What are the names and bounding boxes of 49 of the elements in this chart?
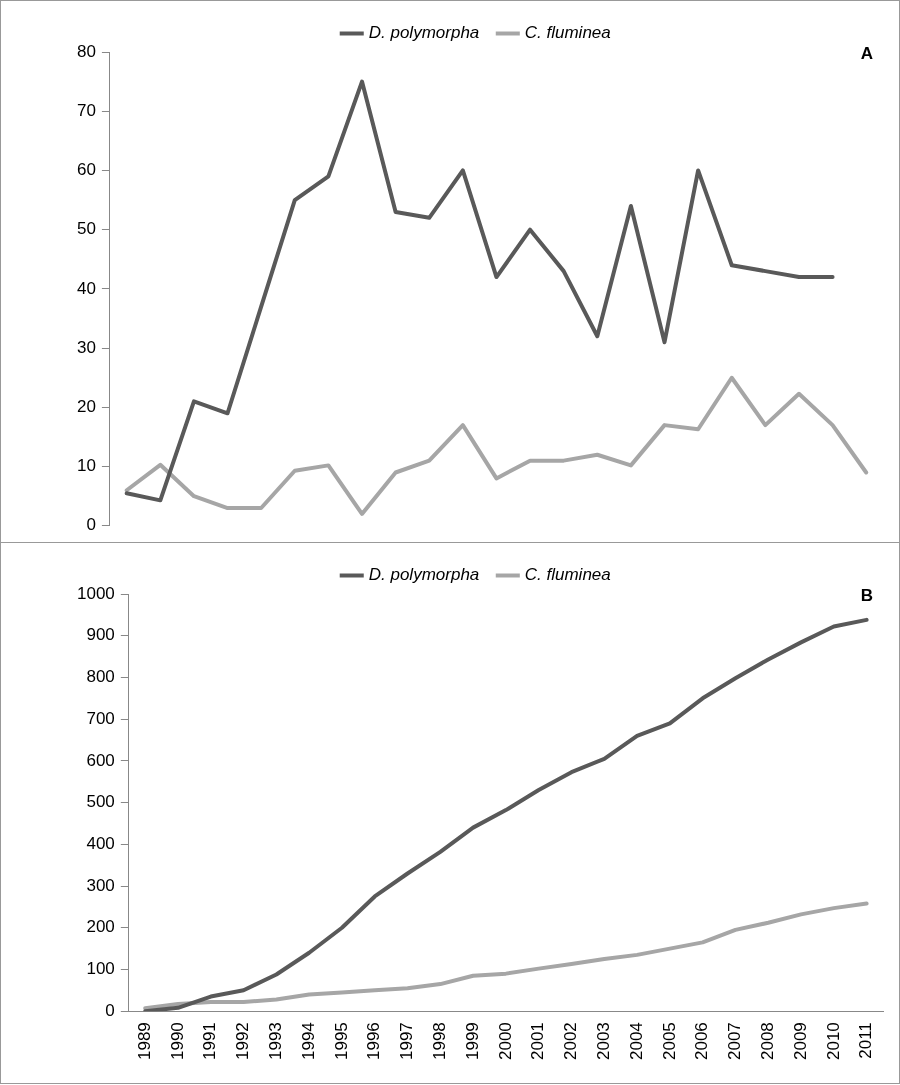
x-tick-label: 1991	[200, 1022, 220, 1061]
x-tick-label: 2002	[561, 1022, 581, 1061]
x-tick-label: 1996	[364, 1022, 384, 1061]
x-tick-label: 1994	[298, 1022, 318, 1061]
annotation: B	[860, 585, 873, 605]
x-tick-label: 2003	[593, 1022, 613, 1061]
y-tick-label: 800	[86, 667, 115, 687]
x-tick-label: 2007	[725, 1022, 745, 1061]
x-tick-label: 2006	[692, 1022, 712, 1061]
x-tick-label: 1998	[430, 1022, 450, 1061]
y-tick-label: 300	[86, 875, 115, 895]
legend-label: C. fluminea	[524, 23, 611, 43]
x-tick-label: 1995	[331, 1022, 351, 1061]
y-tick-label: 0	[86, 515, 96, 535]
y-tick-label: 10	[76, 456, 96, 476]
x-tick-label: 2008	[757, 1022, 777, 1061]
x-tick-label: 1992	[233, 1022, 253, 1061]
x-tick-label: 2001	[528, 1022, 548, 1061]
y-tick-label: 30	[76, 337, 96, 357]
x-tick-label: 2000	[495, 1022, 515, 1061]
y-tick-label: 40	[76, 278, 96, 298]
y-tick-label: 400	[86, 834, 115, 853]
legend-label: D. polymorpha	[368, 565, 480, 585]
x-tick-label: 2011	[856, 1022, 876, 1059]
y-tick-label: 20	[76, 397, 96, 417]
y-tick-label: 70	[76, 100, 96, 120]
y-tick-label: 80	[76, 41, 96, 61]
x-tick-label: 1997	[397, 1022, 417, 1061]
x-tick-label: 2004	[626, 1022, 646, 1061]
y-tick-label: 0	[105, 1000, 115, 1020]
x-tick-label: 1990	[167, 1022, 187, 1061]
annotation: A	[860, 43, 873, 63]
y-tick-label: 1000	[76, 583, 115, 603]
x-tick-label: 1989	[134, 1022, 154, 1061]
legend-label: C. fluminea	[524, 565, 611, 585]
y-tick-label: 500	[86, 792, 115, 812]
y-tick-label: 600	[86, 750, 115, 770]
x-tick-label: 2010	[823, 1022, 843, 1061]
x-tick-label: 2005	[659, 1022, 679, 1061]
legend-label: D. polymorpha	[368, 23, 480, 43]
y-tick-label: 60	[76, 160, 96, 180]
y-tick-label: 900	[86, 625, 115, 645]
y-tick-label: 700	[86, 708, 115, 728]
x-tick-label: 1999	[462, 1022, 482, 1061]
y-tick-label: 100	[86, 959, 115, 979]
x-tick-label: 1993	[266, 1022, 286, 1061]
y-tick-label: 200	[86, 917, 115, 937]
x-tick-label: 2009	[790, 1022, 810, 1061]
y-tick-label: 50	[76, 219, 96, 239]
